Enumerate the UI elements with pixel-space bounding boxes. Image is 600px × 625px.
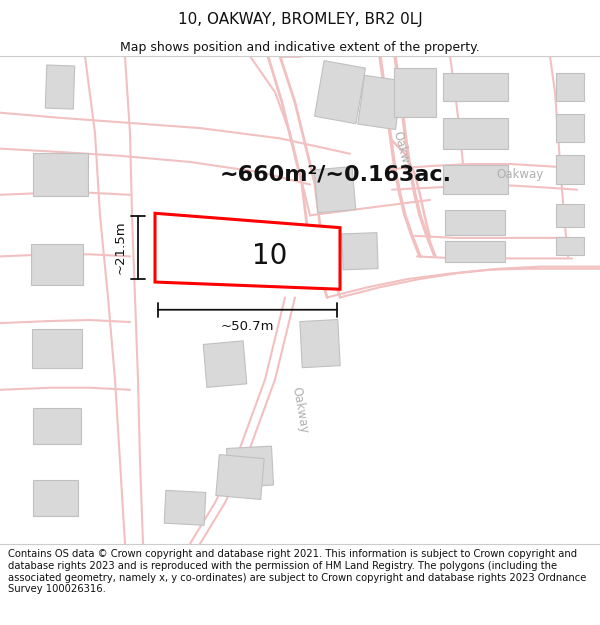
Polygon shape — [443, 72, 508, 101]
Polygon shape — [155, 213, 340, 289]
Polygon shape — [556, 204, 584, 227]
Polygon shape — [32, 329, 82, 368]
Polygon shape — [445, 241, 505, 261]
Polygon shape — [556, 237, 584, 256]
Polygon shape — [556, 155, 584, 184]
Text: Oakway: Oakway — [289, 386, 311, 435]
Text: Oakway: Oakway — [496, 168, 544, 181]
Text: Map shows position and indicative extent of the property.: Map shows position and indicative extent… — [120, 41, 480, 54]
Polygon shape — [32, 479, 77, 516]
Text: ~50.7m: ~50.7m — [221, 319, 274, 332]
Text: 10: 10 — [253, 242, 287, 271]
Polygon shape — [33, 408, 81, 444]
Polygon shape — [300, 319, 340, 368]
Text: Contains OS data © Crown copyright and database right 2021. This information is : Contains OS data © Crown copyright and d… — [8, 549, 586, 594]
Polygon shape — [556, 72, 584, 101]
Polygon shape — [32, 152, 88, 196]
Polygon shape — [216, 454, 264, 499]
Polygon shape — [443, 118, 508, 149]
Polygon shape — [394, 68, 436, 117]
Polygon shape — [45, 65, 75, 109]
Polygon shape — [31, 244, 83, 285]
Polygon shape — [443, 165, 508, 194]
Text: ~21.5m: ~21.5m — [113, 221, 127, 274]
Polygon shape — [358, 76, 402, 129]
Polygon shape — [314, 166, 356, 213]
Polygon shape — [164, 491, 206, 525]
Polygon shape — [314, 61, 365, 124]
Text: Oakway: Oakway — [391, 129, 415, 178]
Polygon shape — [203, 341, 247, 388]
Polygon shape — [556, 114, 584, 142]
Polygon shape — [227, 446, 274, 488]
Polygon shape — [445, 209, 505, 236]
Text: ~660m²/~0.163ac.: ~660m²/~0.163ac. — [220, 164, 452, 184]
Text: 10, OAKWAY, BROMLEY, BR2 0LJ: 10, OAKWAY, BROMLEY, BR2 0LJ — [178, 12, 422, 28]
Polygon shape — [342, 232, 378, 270]
